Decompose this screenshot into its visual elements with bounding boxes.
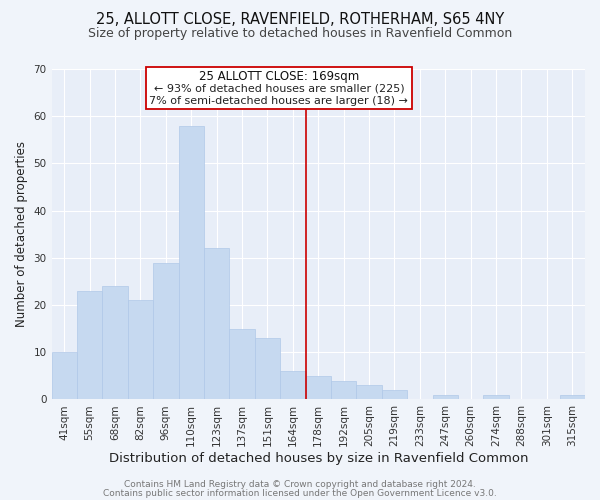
X-axis label: Distribution of detached houses by size in Ravenfield Common: Distribution of detached houses by size … [109, 452, 528, 465]
Text: ← 93% of detached houses are smaller (225): ← 93% of detached houses are smaller (22… [154, 83, 404, 93]
Text: 25 ALLOTT CLOSE: 169sqm: 25 ALLOTT CLOSE: 169sqm [199, 70, 359, 83]
Bar [433, 394, 458, 400]
Bar [382, 390, 407, 400]
Bar [560, 394, 585, 400]
Bar [484, 394, 509, 400]
Text: 25, ALLOTT CLOSE, RAVENFIELD, ROTHERHAM, S65 4NY: 25, ALLOTT CLOSE, RAVENFIELD, ROTHERHAM,… [96, 12, 504, 28]
FancyBboxPatch shape [146, 66, 412, 109]
Text: Contains HM Land Registry data © Crown copyright and database right 2024.: Contains HM Land Registry data © Crown c… [124, 480, 476, 489]
Bar [204, 248, 229, 400]
Bar [128, 300, 153, 400]
Bar [356, 386, 382, 400]
Bar [229, 328, 255, 400]
Bar [153, 262, 179, 400]
Bar [331, 380, 356, 400]
Bar [103, 286, 128, 400]
Bar [77, 291, 103, 400]
Bar [280, 371, 305, 400]
Bar [255, 338, 280, 400]
Bar [179, 126, 204, 400]
Y-axis label: Number of detached properties: Number of detached properties [15, 141, 28, 327]
Bar [305, 376, 331, 400]
Bar [52, 352, 77, 400]
Text: Contains public sector information licensed under the Open Government Licence v3: Contains public sector information licen… [103, 489, 497, 498]
Text: 7% of semi-detached houses are larger (18) →: 7% of semi-detached houses are larger (1… [149, 96, 409, 106]
Text: Size of property relative to detached houses in Ravenfield Common: Size of property relative to detached ho… [88, 28, 512, 40]
